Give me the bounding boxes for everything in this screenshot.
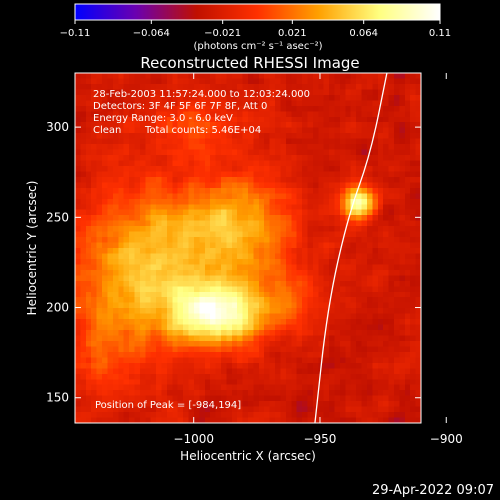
chart-title: Reconstructed RHESSI Image [140,54,359,72]
footer-timestamp: 29-Apr-2022 09:07 [372,483,494,498]
y-axis-label: Heliocentric Y (arcsec) [25,181,39,316]
colorbar-ticks: −0.11 −0.064 −0.021 0.021 0.064 0.11 [60,20,451,39]
colorbar-tick-label: −0.021 [204,28,241,39]
y-tick-label: 150 [46,391,69,405]
colorbar-tick-label: −0.11 [60,28,91,39]
annotation-peak-position: Position of Peak = [-984,194] [95,400,241,411]
colorbar-tick-label: 0.11 [429,28,451,39]
y-tick-label: 200 [46,301,69,315]
y-tick-label: 300 [46,120,69,134]
annotation-total-counts: Total counts: 5.46E+04 [144,125,261,136]
y-axis-ticks: 150 200 250 300 [46,120,421,405]
plot-frame [74,72,422,424]
x-tick-label: −1000 [173,432,214,446]
colorbar-tick-label: −0.064 [133,28,170,39]
annotation-energy-range: Energy Range: 3.0 - 6.0 keV [93,113,233,124]
y-tick-label: 250 [46,210,69,224]
annotation-detectors: Detectors: 3F 4F 5F 6F 7F 8F, Att 0 [93,101,267,112]
colorbar-unit-label: (photons cm⁻² s⁻¹ asec⁻²) [193,41,322,52]
annotation-time-range: 28-Feb-2003 11:57:24.000 to 12:03:24.000 [93,89,310,100]
x-tick-label: −950 [303,432,336,446]
colorbar [74,3,441,21]
solar-limb-curve [314,73,388,423]
colorbar-tick-label: 0.021 [278,28,307,39]
colorbar-tick-label: 0.064 [349,28,378,39]
heatmap-image [75,73,421,423]
x-tick-label: −900 [430,432,463,446]
x-axis-ticks: −1000 −950 −900 [173,73,463,446]
annotation-method: Clean [93,125,121,136]
x-axis-label: Heliocentric X (arcsec) [180,449,316,463]
